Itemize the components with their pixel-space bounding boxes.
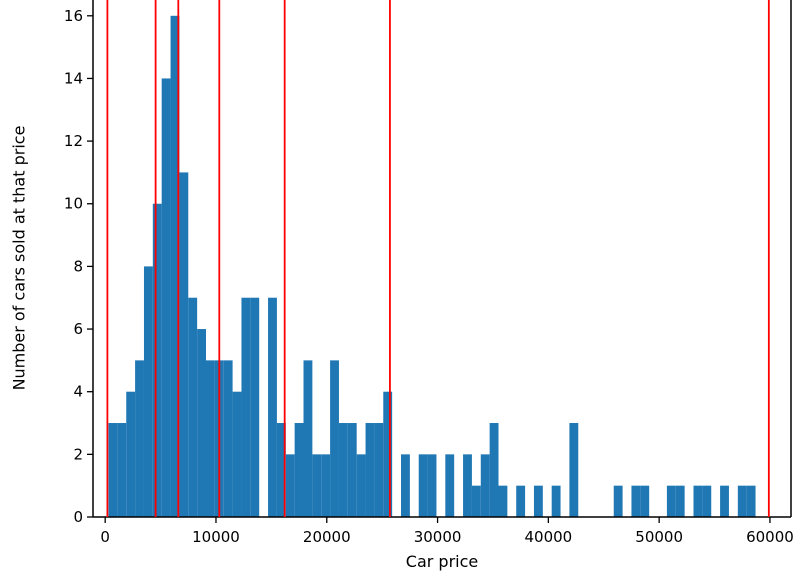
histogram-bar [737, 485, 747, 517]
x-tick-label: 20000 [303, 528, 351, 546]
histogram-bar [551, 485, 561, 517]
histogram-bar [675, 485, 685, 517]
histogram-bar [152, 203, 162, 517]
histogram-bar [321, 454, 331, 517]
histogram-bar [126, 391, 136, 517]
histogram-bar [498, 485, 508, 517]
histogram-bar [268, 297, 277, 517]
histogram-bar [223, 360, 233, 517]
histogram-bar [338, 423, 348, 517]
histogram-bar [516, 485, 526, 517]
histogram-bar [135, 360, 144, 517]
x-tick-label: 30000 [414, 528, 462, 546]
histogram-bar [170, 15, 180, 518]
histogram-bar [108, 423, 118, 517]
histogram-bar [533, 485, 543, 517]
histogram-bar [312, 454, 322, 517]
histogram-bar [613, 485, 623, 517]
x-tick-label: 60000 [746, 528, 794, 546]
y-tick-label: 4 [73, 383, 83, 401]
histogram-bar [197, 329, 207, 517]
y-tick-label: 14 [64, 69, 83, 87]
y-tick-label: 10 [64, 195, 83, 213]
y-tick-label: 6 [73, 320, 83, 338]
y-tick-label: 0 [73, 508, 83, 526]
histogram-bar [463, 454, 472, 517]
y-tick-label: 16 [64, 7, 83, 25]
x-tick-label: 10000 [192, 528, 240, 546]
histogram-bar [418, 454, 428, 517]
histogram-bar [285, 454, 295, 517]
histogram-bar [143, 266, 153, 517]
histogram-bar [276, 423, 286, 517]
histogram-bar [427, 454, 437, 517]
histogram-bar [666, 485, 676, 517]
histogram-bar [232, 391, 242, 517]
histogram-bar [746, 485, 756, 517]
histogram-bar [330, 360, 339, 517]
histogram-bar [356, 454, 366, 517]
y-tick-label: 8 [73, 257, 83, 275]
histogram-bar [445, 454, 455, 517]
histogram-bar [347, 423, 357, 517]
histogram-bar [161, 78, 171, 517]
y-tick-label: 12 [64, 132, 83, 150]
histogram-bar [303, 360, 313, 517]
histogram-bar [365, 423, 375, 517]
histogram-bar [179, 172, 189, 518]
x-tick-label: 50000 [635, 528, 683, 546]
histogram-bar [374, 423, 384, 517]
y-axis-label: Number of cars sold at that price [9, 125, 29, 391]
histogram-bar [383, 391, 393, 517]
x-axis-label: Car price [405, 552, 479, 571]
histogram-bar [294, 423, 304, 517]
histogram-bar [206, 360, 215, 517]
histogram-bar [631, 485, 641, 517]
x-tick-label: 0 [100, 528, 110, 546]
histogram-bar [489, 423, 499, 517]
histogram-bar [720, 485, 729, 517]
histogram-bar [640, 485, 650, 517]
histogram-bar [471, 485, 481, 517]
histogram-bar [401, 454, 410, 517]
histogram-bar [117, 423, 127, 517]
histogram-bar [702, 485, 712, 517]
histogram-bar [480, 454, 490, 517]
histogram-bar [241, 297, 251, 517]
histogram-bar [693, 485, 703, 517]
x-tick-label: 40000 [525, 528, 573, 546]
y-tick-label: 2 [73, 445, 83, 463]
histogram-bar [250, 297, 260, 517]
histogram-bar [188, 297, 198, 517]
histogram-bar [569, 423, 579, 517]
